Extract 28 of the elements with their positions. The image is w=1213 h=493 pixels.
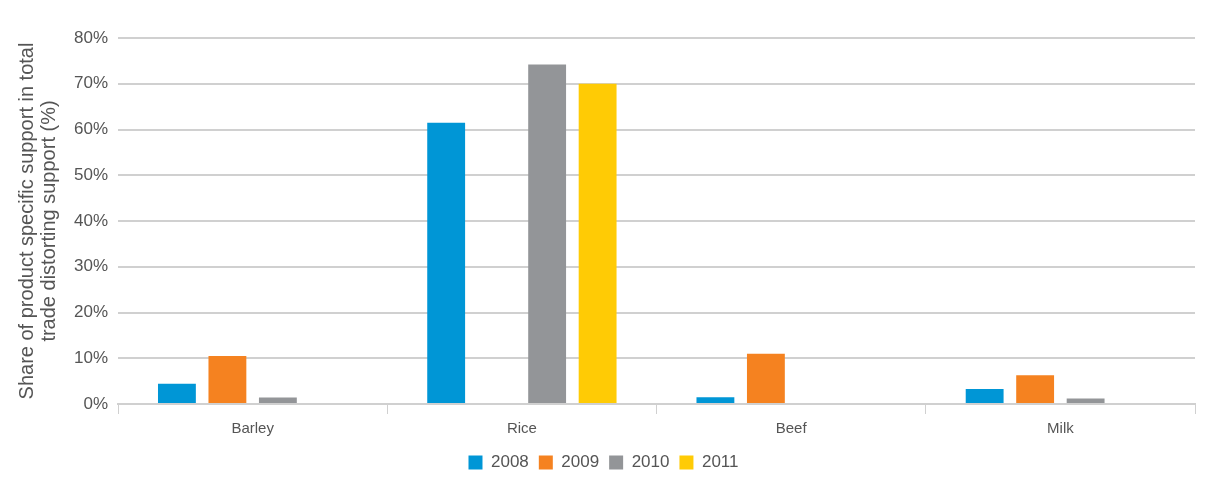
legend-label: 2010 [631,452,670,472]
bar [696,397,735,403]
bar [1016,375,1055,403]
bar [208,355,247,403]
bar [578,83,617,403]
y-tick-label: 30% [73,256,109,276]
y-axis-title: Share of product specific support in total trade distorting support (%) [14,42,59,400]
x-tick-label: Beef [775,419,808,437]
bar [746,353,785,403]
y-tick-label: 20% [73,302,109,322]
legend-label: 2011 [701,452,739,472]
bar [427,122,466,403]
legend-label: 2009 [561,452,600,472]
y-tick-label: 50% [73,164,109,184]
bar [965,388,1004,403]
y-tick-label: 60% [73,119,109,139]
y-tick-label: 70% [73,73,109,93]
y-tick-label: 80% [73,27,109,47]
bar [258,397,297,403]
legend-label: 2008 [490,452,529,472]
bar [528,64,567,403]
x-tick-label: Barley [231,419,275,437]
y-tick-label: 10% [73,347,109,367]
y-tick-label: 0% [83,393,109,413]
bar [157,383,196,403]
y-tick-label: 40% [73,210,109,230]
x-tick-label: Rice [506,419,537,437]
x-tick-label: Milk [1047,419,1075,437]
